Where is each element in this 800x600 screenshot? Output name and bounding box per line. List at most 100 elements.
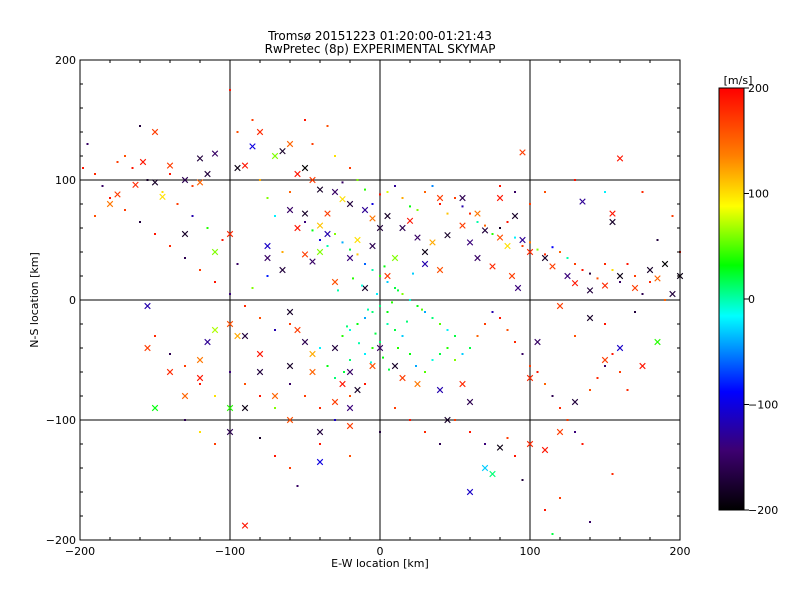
dot-point	[221, 239, 224, 241]
dot-point	[349, 359, 351, 361]
dot-point	[371, 269, 374, 271]
cross-point	[286, 206, 294, 214]
dot-point	[343, 371, 345, 373]
dot-point	[367, 308, 369, 311]
dot-point	[589, 272, 591, 275]
cross-point	[459, 380, 466, 388]
cross-point	[324, 230, 331, 238]
cross-point	[466, 239, 474, 246]
cross-point	[406, 217, 414, 224]
dot-point	[386, 311, 389, 313]
dot-point	[199, 383, 201, 385]
cross-point	[241, 162, 249, 169]
dot-point	[191, 185, 194, 187]
cross-point	[511, 212, 519, 220]
cross-point	[369, 215, 376, 222]
cross-point	[181, 392, 189, 400]
dot-point	[383, 265, 386, 268]
dot-point	[154, 335, 156, 337]
dot-point	[86, 143, 89, 145]
cross-point	[376, 224, 384, 232]
cross-point	[286, 308, 294, 316]
dot-point	[364, 317, 366, 319]
dot-point	[634, 275, 636, 277]
dot-point	[319, 407, 321, 409]
dot-point	[484, 224, 486, 227]
cross-point	[474, 210, 481, 217]
cross-point	[609, 210, 616, 217]
cross-point	[489, 263, 496, 270]
y-tick-label: −100	[46, 414, 76, 427]
y-tick-label: 100	[55, 174, 76, 187]
grid-lines	[80, 60, 680, 540]
dot-point	[266, 197, 269, 199]
dot-point	[161, 191, 164, 193]
dot-point	[184, 365, 186, 367]
dot-point	[394, 407, 396, 409]
dot-point	[274, 455, 276, 457]
cross-point	[556, 302, 564, 310]
dot-point	[536, 248, 539, 251]
dot-point	[416, 209, 419, 211]
dot-point	[416, 305, 419, 307]
dot-point	[596, 277, 599, 280]
dot-point	[521, 245, 524, 247]
cross-point	[301, 338, 309, 346]
cross-point	[354, 386, 361, 394]
dot-point	[374, 332, 377, 335]
cross-point	[579, 198, 586, 205]
dot-point	[581, 443, 584, 445]
cross-point	[286, 140, 294, 148]
cross-point	[151, 179, 159, 186]
cross-point	[654, 275, 661, 282]
dot-point	[274, 329, 276, 331]
dot-point	[499, 227, 501, 229]
cross-point	[331, 344, 339, 352]
dot-point	[536, 371, 539, 373]
dot-point	[664, 299, 666, 301]
dot-point	[289, 467, 291, 469]
cross-point	[286, 362, 294, 370]
y-tick-label: 0	[69, 294, 76, 307]
dot-point	[386, 323, 389, 325]
cross-point	[139, 158, 147, 166]
dot-point	[581, 269, 584, 271]
dot-point	[656, 239, 659, 241]
dot-point	[566, 419, 569, 421]
dot-point	[206, 227, 209, 229]
dot-point	[397, 289, 399, 292]
cross-point	[241, 332, 249, 340]
cross-point	[519, 236, 526, 244]
dot-point	[364, 188, 366, 191]
cross-point	[151, 404, 159, 412]
dot-point	[529, 203, 531, 205]
dot-point	[499, 317, 501, 319]
dot-point	[641, 293, 644, 295]
cross-point	[309, 350, 316, 358]
dot-point	[364, 353, 366, 355]
x-tick-label: 200	[670, 545, 691, 558]
cross-point	[346, 422, 354, 430]
cross-point	[616, 344, 624, 352]
dot-point	[124, 155, 126, 157]
dot-point	[431, 359, 434, 361]
dot-point	[506, 329, 509, 331]
dot-point	[349, 167, 351, 169]
cross-point	[301, 210, 309, 217]
dot-point	[406, 320, 408, 323]
cross-point	[211, 150, 219, 157]
dot-point	[446, 347, 449, 349]
dot-point	[514, 236, 516, 239]
cross-point	[144, 302, 151, 310]
dot-point	[596, 377, 599, 379]
dot-point	[259, 179, 261, 181]
dot-point	[506, 437, 509, 439]
cross-point	[256, 128, 264, 136]
dot-point	[551, 395, 554, 397]
dot-point	[574, 179, 576, 181]
dot-point	[251, 287, 254, 289]
cross-point	[226, 404, 234, 412]
cross-point	[466, 398, 474, 406]
dot-point	[529, 365, 531, 367]
